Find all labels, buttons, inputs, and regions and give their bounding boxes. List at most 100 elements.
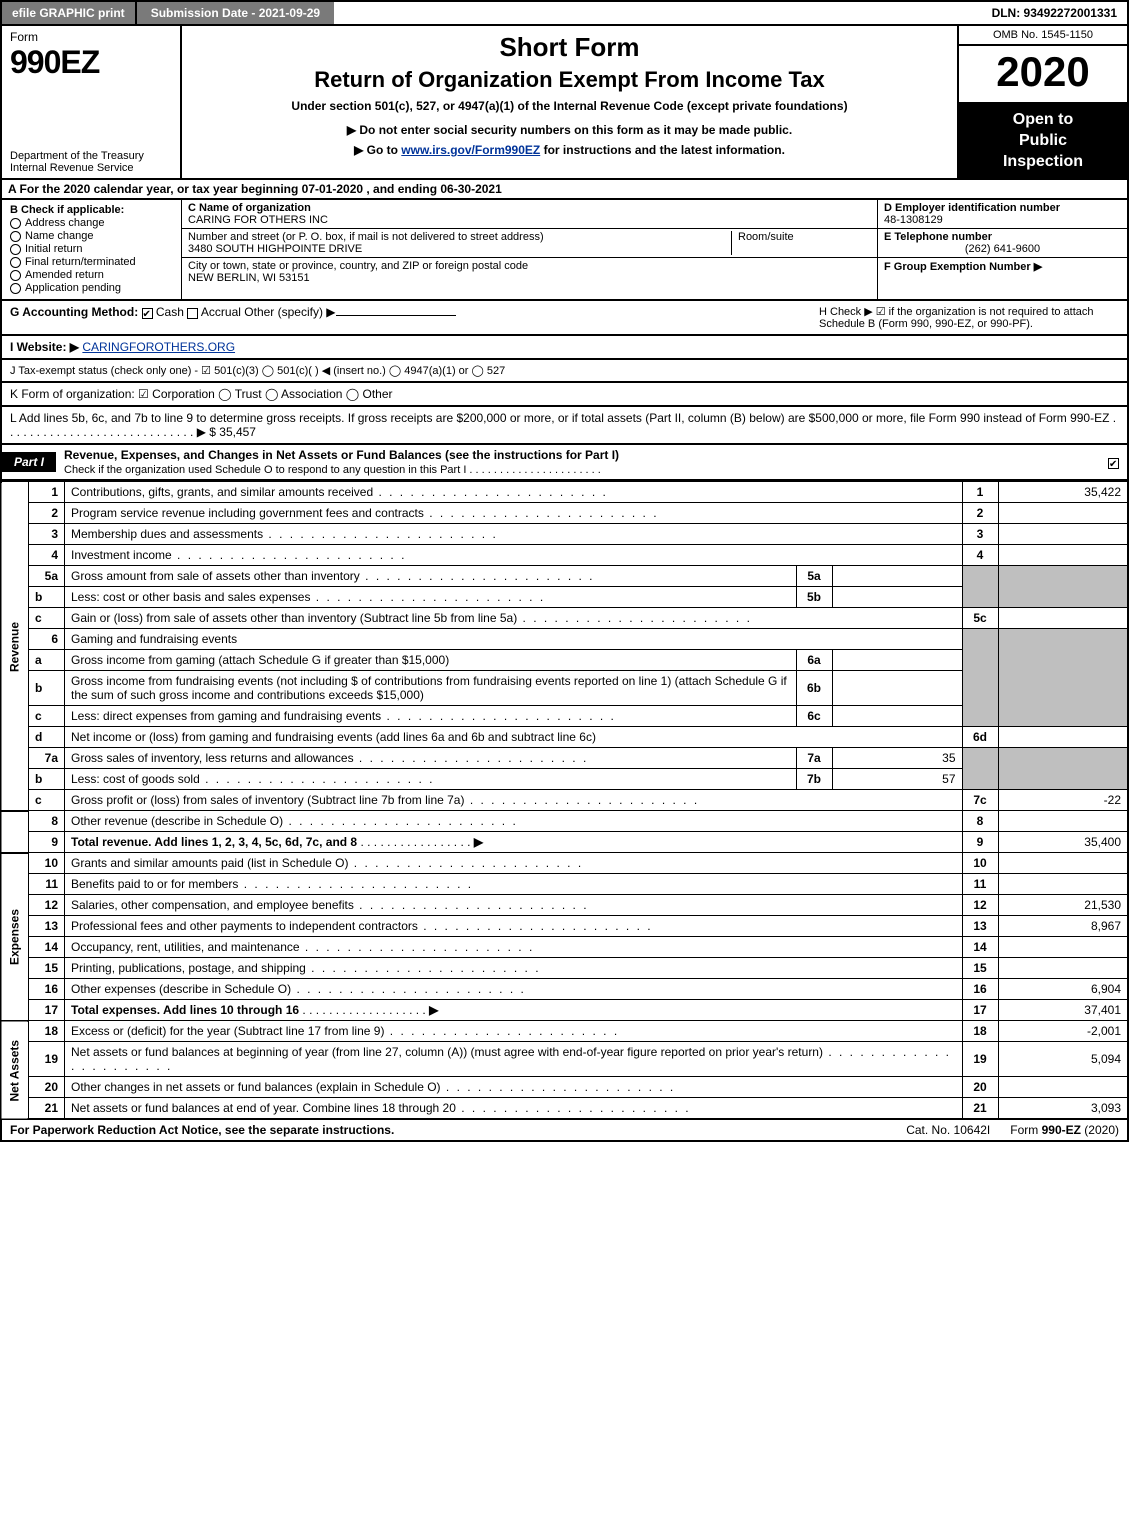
ln-col: 11 (962, 874, 998, 895)
ln-amt: 35,422 (998, 482, 1128, 503)
box-def: D Employer identification number 48-1308… (877, 200, 1127, 299)
goto-link[interactable]: www.irs.gov/Form990EZ (401, 143, 540, 157)
form-number: 990EZ (10, 44, 172, 81)
c-addr-row: Number and street (or P. O. box, if mail… (182, 229, 877, 258)
submission-date: Submission Date - 2021-09-29 (137, 2, 334, 24)
ln-desc: Investment income (65, 545, 963, 566)
ln-desc: Gross sales of inventory, less returns a… (65, 748, 797, 769)
open-2: Public (959, 131, 1127, 152)
checkbox-icon (10, 257, 21, 268)
mini-val (832, 706, 962, 727)
line-6c: cLess: direct expenses from gaming and f… (1, 706, 1128, 727)
ln-amt (998, 503, 1128, 524)
ln-num: 18 (29, 1021, 65, 1042)
arrow-icon: ▶ (429, 1003, 438, 1017)
chk-address-change[interactable]: Address change (10, 217, 173, 229)
ln-amt (998, 545, 1128, 566)
line-6d: dNet income or (loss) from gaming and fu… (1, 727, 1128, 748)
c-name-row: C Name of organization CARING FOR OTHERS… (182, 200, 877, 229)
line-18: Net Assets18Excess or (deficit) for the … (1, 1021, 1128, 1042)
row-g-h: G Accounting Method: Cash Accrual Other … (0, 301, 1129, 336)
ln-num: 6 (29, 629, 65, 650)
footer-center: Cat. No. 10642I (886, 1123, 1010, 1137)
ln-desc: Gross profit or (loss) from sales of inv… (65, 790, 963, 811)
ln-col: 10 (962, 853, 998, 874)
line-10: Expenses10Grants and similar amounts pai… (1, 853, 1128, 874)
chk-accrual[interactable] (187, 308, 198, 319)
title-short: Short Form (192, 32, 947, 63)
ln-num: c (29, 790, 65, 811)
ln-desc: Gain or (loss) from sale of assets other… (65, 608, 963, 629)
ln-desc: Less: cost or other basis and sales expe… (65, 587, 797, 608)
city-val: NEW BERLIN, WI 53151 (188, 272, 871, 284)
gray-cell (998, 629, 1128, 727)
ln-col: 4 (962, 545, 998, 566)
line-1: Revenue 1 Contributions, gifts, grants, … (1, 482, 1128, 503)
row-a-tax-year: A For the 2020 calendar year, or tax yea… (0, 180, 1129, 200)
ssn-warning: ▶ Do not enter social security numbers o… (192, 123, 947, 137)
gray-cell (962, 629, 998, 727)
line-20: 20Other changes in net assets or fund ba… (1, 1077, 1128, 1098)
checkbox-icon (10, 231, 21, 242)
line-5b: bLess: cost or other basis and sales exp… (1, 587, 1128, 608)
efile-print-button[interactable]: efile GRAPHIC print (2, 2, 137, 24)
ln-col: 21 (962, 1098, 998, 1120)
line-11: 11Benefits paid to or for members11 (1, 874, 1128, 895)
ln-num: b (29, 671, 65, 706)
chk-final-return[interactable]: Final return/terminated (10, 256, 173, 268)
chk-application-pending[interactable]: Application pending (10, 282, 173, 294)
part-1-tab: Part I (2, 452, 56, 472)
mini-lbl: 6b (796, 671, 832, 706)
line-17: 17Total expenses. Add lines 10 through 1… (1, 1000, 1128, 1021)
part-1-checkbox[interactable] (1100, 452, 1127, 472)
line-19: 19Net assets or fund balances at beginni… (1, 1042, 1128, 1077)
ln-desc: Net income or (loss) from gaming and fun… (65, 727, 963, 748)
ln-desc: Less: cost of goods sold (65, 769, 797, 790)
gray-cell (962, 566, 998, 608)
chk-amended-return[interactable]: Amended return (10, 269, 173, 281)
row-i: I Website: ▶ CARINGFOROTHERS.ORG (0, 336, 1129, 360)
line-8: 8Other revenue (describe in Schedule O)8 (1, 811, 1128, 832)
ln-desc: Gaming and fundraising events (65, 629, 963, 650)
checkbox-icon (10, 244, 21, 255)
mini-lbl: 5b (796, 587, 832, 608)
page-footer: For Paperwork Reduction Act Notice, see … (0, 1120, 1129, 1142)
gray-cell (998, 566, 1128, 608)
row-k: K Form of organization: ☑ Corporation ◯ … (0, 383, 1129, 407)
ln-col: 2 (962, 503, 998, 524)
checkbox-icon (10, 270, 21, 281)
d-label: D Employer identification number (884, 202, 1121, 214)
part-1-title: Revenue, Expenses, and Changes in Net As… (56, 445, 1100, 479)
chk-name-change[interactable]: Name change (10, 230, 173, 242)
ln-num: b (29, 587, 65, 608)
ln-num: d (29, 727, 65, 748)
ln-col: 1 (962, 482, 998, 503)
g-accrual: Accrual (201, 305, 241, 319)
ln-num: b (29, 769, 65, 790)
ln-col: 12 (962, 895, 998, 916)
ln-amt: 3,093 (998, 1098, 1128, 1120)
ln-amt (998, 937, 1128, 958)
addr-label: Number and street (or P. O. box, if mail… (188, 231, 731, 243)
ln-desc: Benefits paid to or for members (65, 874, 963, 895)
line-6a: aGross income from gaming (attach Schedu… (1, 650, 1128, 671)
chk-initial-return[interactable]: Initial return (10, 243, 173, 255)
mini-lbl: 7a (796, 748, 832, 769)
row-j: J Tax-exempt status (check only one) - ☑… (0, 360, 1129, 383)
ln-col: 19 (962, 1042, 998, 1077)
c-label: C Name of organization (188, 202, 871, 214)
ln-desc: Other revenue (describe in Schedule O) (65, 811, 963, 832)
ln-col: 17 (962, 1000, 998, 1021)
mini-val: 35 (832, 748, 962, 769)
website-link[interactable]: CARINGFOROTHERS.ORG (82, 340, 235, 354)
chk-cash[interactable] (142, 308, 153, 319)
ln-num: 19 (29, 1042, 65, 1077)
i-label: I Website: ▶ (10, 340, 79, 354)
ln-num: a (29, 650, 65, 671)
ln-amt (998, 811, 1128, 832)
side-revenue: Revenue (1, 482, 29, 811)
line-7b: bLess: cost of goods sold7b57 (1, 769, 1128, 790)
d-row: D Employer identification number 48-1308… (878, 200, 1127, 229)
ln-num: 13 (29, 916, 65, 937)
form-label: Form (10, 30, 172, 44)
